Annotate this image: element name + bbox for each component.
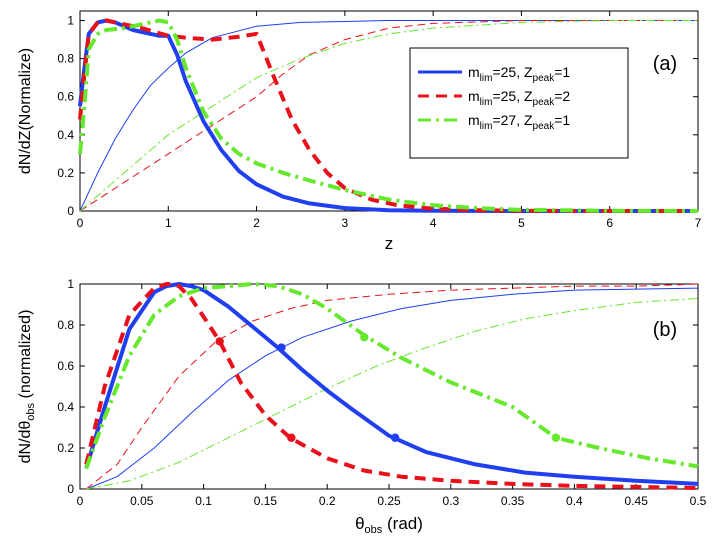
series-line-2 — [78, 18, 698, 213]
cumulative-line-6 — [79, 20, 698, 212]
panel-b-chart: 0 0.05 0.1 0.15 0.2 0.25 0.3 0.35 0.4 0.45 0.5 0 0.2… — [17, 277, 707, 536]
x-tick-label: 2 — [253, 216, 260, 230]
legend-entry-label: mlim=25, Zpeak=1 — [468, 64, 570, 84]
legend-entry-label: mlim=27, Zpeak=1 — [468, 112, 570, 132]
x-tick-label: 0.3 — [442, 494, 459, 508]
panel-label: (b) — [653, 319, 677, 341]
y-tick-label: 0.6 — [57, 359, 74, 373]
y-tick-label: 0.2 — [57, 166, 74, 180]
y-tick-label: 0.8 — [57, 52, 74, 66]
series-marker — [551, 433, 561, 442]
x-tick-label: 0.45 — [625, 494, 649, 508]
x-tick-label: 3 — [342, 216, 349, 230]
y-tick-label: 0.2 — [57, 441, 74, 455]
cumulative-line-6 — [86, 297, 699, 490]
y-tick-label: 0.4 — [57, 400, 74, 414]
x-tick-label: 7 — [695, 216, 702, 230]
x-tick-label: 0.35 — [501, 494, 525, 508]
legend-box — [409, 47, 629, 159]
legend-entry-label: mlim=25, Zpeak=2 — [468, 88, 570, 108]
series-marker — [390, 433, 400, 442]
y-tick-label: 0.6 — [57, 90, 74, 104]
x-axis-label: z — [385, 234, 394, 253]
cumulative-line-5 — [85, 283, 699, 490]
series-marker — [360, 333, 369, 342]
x-tick-label: 0.5 — [690, 494, 707, 508]
panel-a-chart: 0 1 2 3 4 5 6 7 0 0.2 0.4 0.6 0.8 1 (a) z dN/dZ(Normaliz… — [17, 10, 702, 253]
series-marker — [277, 343, 286, 352]
legend: mlim=25, Zpeak=1 mlim=25, Zpeak=2 mlim=27,… — [409, 47, 629, 159]
cumulative-line-4 — [79, 20, 698, 212]
y-tick-label: 0.4 — [57, 128, 74, 142]
x-tick-label: 0.15 — [254, 494, 278, 508]
x-tick-label: 6 — [606, 216, 613, 230]
y-tick-label: 1 — [67, 277, 74, 291]
series-marker — [215, 337, 224, 346]
plot-area-frame — [79, 283, 699, 490]
x-tick-label: 0.4 — [566, 494, 583, 508]
series-line-3 — [78, 18, 699, 213]
x-tick-label: 0 — [77, 494, 84, 508]
series-marker — [287, 433, 296, 442]
x-tick-label: 5 — [518, 216, 525, 230]
x-tick-label: 4 — [430, 216, 437, 230]
y-axis-label: dN/dZ(Normalize) — [17, 48, 34, 174]
x-axis-label: θobs (rad) — [355, 514, 423, 536]
x-tick-label: 0 — [77, 216, 84, 230]
series-line-2 — [84, 282, 699, 490]
y-tick-label: 0 — [67, 204, 74, 218]
cumulative-line-5 — [79, 20, 698, 212]
x-tick-label: 0.25 — [377, 494, 401, 508]
x-tick-label: 0.2 — [319, 494, 336, 508]
x-tick-label: 0.1 — [195, 494, 212, 508]
x-tick-label: 1 — [165, 216, 172, 230]
x-tick-label: 0.05 — [130, 494, 154, 508]
y-tick-label: 0 — [67, 482, 74, 496]
y-axis-label: dN/dθobs (normalized) — [17, 310, 37, 464]
y-tick-label: 0.8 — [57, 318, 74, 332]
y-tick-label: 1 — [67, 14, 74, 28]
panel-label: (a) — [653, 53, 677, 75]
cumulative-line-4 — [86, 287, 699, 490]
